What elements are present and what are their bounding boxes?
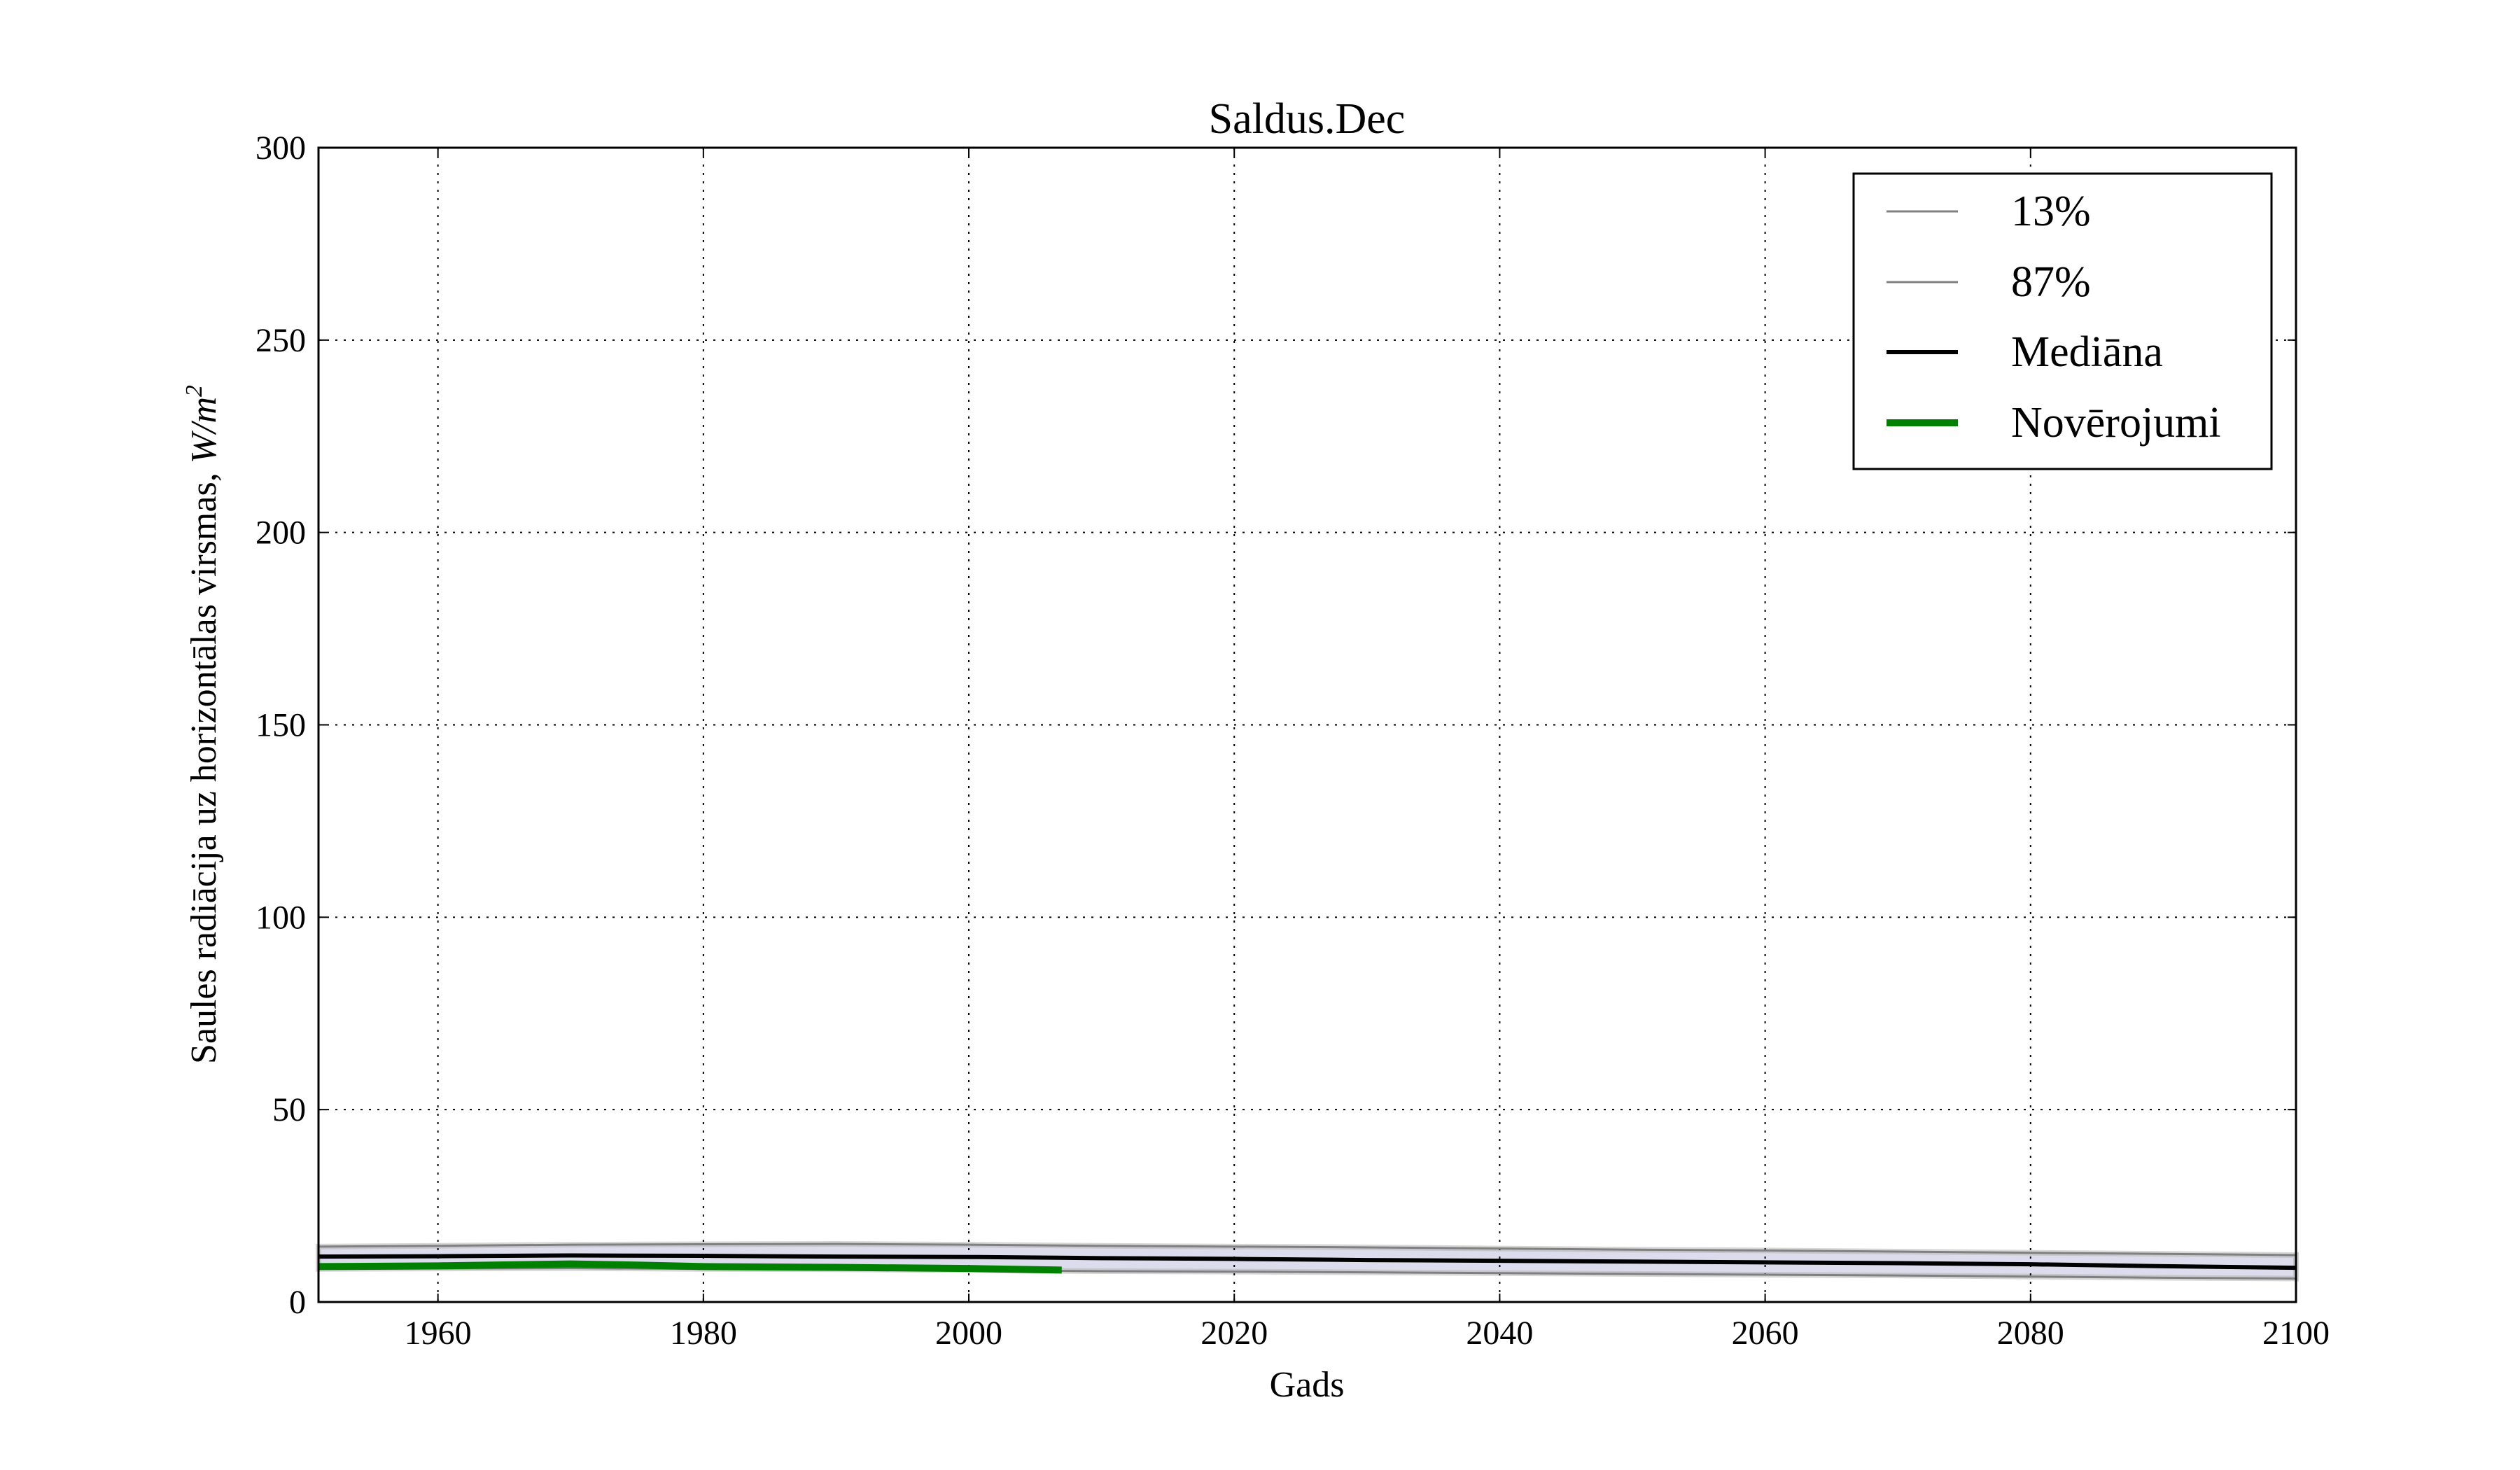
legend-label-mediana: Mediāna bbox=[2011, 328, 2163, 376]
y-axis-title: Saules radiācija uz horizontālas virsmas… bbox=[181, 385, 224, 1064]
x-tick-label: 2080 bbox=[1997, 1315, 2064, 1352]
y-tick-label: 100 bbox=[255, 899, 306, 936]
y-tick-label: 50 bbox=[272, 1091, 306, 1128]
x-tick-label: 2040 bbox=[1466, 1315, 1533, 1352]
y-axis-title-text: Saules radiācija uz horizontālas virsmas… bbox=[184, 463, 224, 1064]
x-tick-label: 2020 bbox=[1200, 1315, 1268, 1352]
x-tick-label: 2000 bbox=[935, 1315, 1002, 1352]
tick-layer: 1960 1980 2000 2020 2040 2060 2080 2100 0 50 100 15… bbox=[255, 130, 2330, 1352]
y-axis-title-unit-exp: 2 bbox=[181, 385, 207, 397]
y-tick-label: 150 bbox=[255, 707, 306, 744]
legend-label-noverojumi: Novērojumi bbox=[2011, 399, 2221, 447]
series-layer bbox=[318, 1242, 2297, 1280]
chart-title: Saldus.Dec bbox=[1209, 95, 1406, 143]
y-tick-label: 200 bbox=[255, 514, 306, 552]
x-tick-label: 2100 bbox=[2262, 1315, 2330, 1352]
series-line-noverojumi bbox=[318, 1260, 1062, 1274]
y-tick-label: 300 bbox=[255, 130, 306, 167]
x-axis-title: Gads bbox=[1270, 1365, 1345, 1405]
legend-label-13: 13% bbox=[2011, 188, 2091, 235]
x-tick-label: 1960 bbox=[405, 1315, 472, 1352]
y-tick-label: 250 bbox=[255, 322, 306, 359]
y-tick-label: 0 bbox=[289, 1284, 306, 1321]
y-axis-title-unit: W/m bbox=[184, 397, 224, 463]
x-tick-label: 1980 bbox=[670, 1315, 737, 1352]
legend-label-87: 87% bbox=[2011, 258, 2091, 306]
x-tick-label: 2060 bbox=[1732, 1315, 1799, 1352]
legend: 13% 87% Mediāna Novērojumi bbox=[1852, 172, 2273, 470]
series-line-mediana bbox=[318, 1253, 2297, 1270]
series-line-87 bbox=[318, 1242, 2297, 1256]
